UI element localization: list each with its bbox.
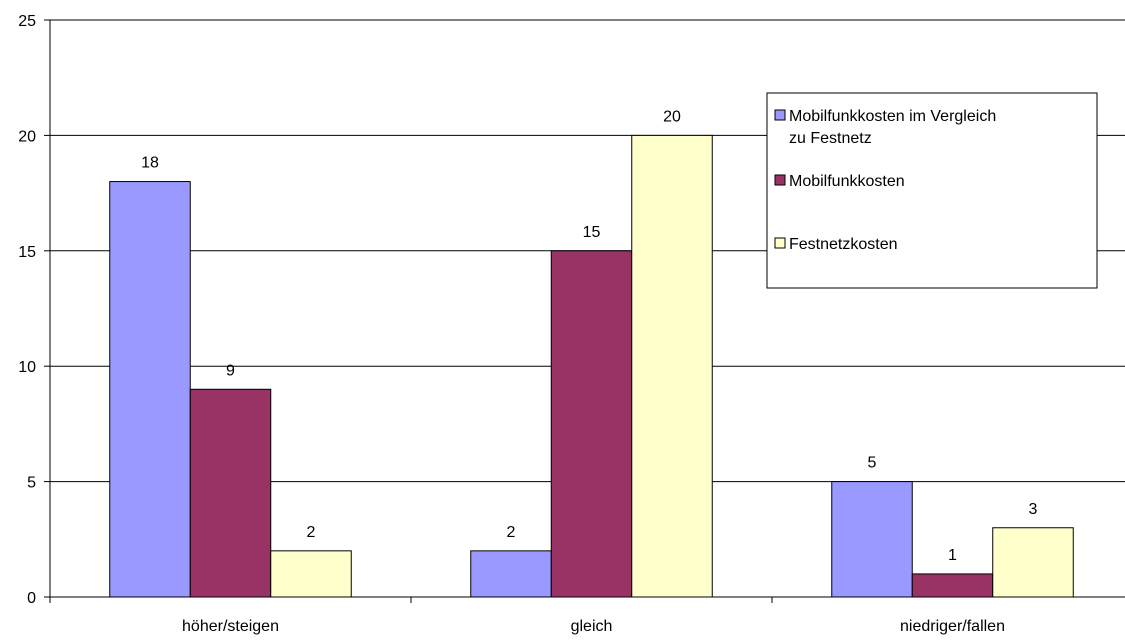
legend-label: Mobilfunkkosten im Vergleich [789,108,996,125]
legend-label: zu Festnetz [789,130,872,147]
y-tick-label: 0 [27,590,36,607]
legend-swatch [774,109,786,121]
y-tick-label: 10 [18,359,36,376]
bar-value-label: 5 [868,455,877,472]
bar-value-label: 3 [1029,501,1038,518]
bar-value-label: 2 [507,524,516,541]
y-tick-label: 5 [27,475,36,492]
bar [470,550,552,598]
x-category-label: höher/steigen [182,618,279,635]
legend-label: Festnetzkosten [789,236,898,253]
bar [911,573,994,598]
bar-value-label: 15 [583,224,601,241]
y-tick-label: 20 [18,128,36,145]
bar [550,250,633,598]
bar [109,181,191,598]
data-labels: 18 9 2 2 15 20 5 1 3 [141,108,1037,564]
legend-label: Mobilfunkkosten [789,173,905,190]
bar [189,388,272,598]
y-tick-label: 25 [18,13,36,30]
bar-value-label: 18 [141,155,159,172]
bars [109,134,1074,598]
bar-value-label: 20 [663,108,681,125]
legend-swatch [774,237,786,249]
bar [831,481,913,598]
legend-box [766,92,1098,289]
legend: Mobilfunkkosten im Vergleich zu Festnetz M… [766,92,1098,289]
bar [270,550,352,598]
x-category-label: niedriger/fallen [900,618,1005,635]
bar [631,134,713,598]
x-category-label: gleich [571,618,613,635]
legend-swatch [774,174,786,186]
bar-value-label: 9 [226,362,235,379]
bar-value-label: 1 [948,547,957,564]
y-tick-label: 15 [18,244,36,261]
bar [992,527,1074,598]
bar-value-label: 2 [307,524,316,541]
